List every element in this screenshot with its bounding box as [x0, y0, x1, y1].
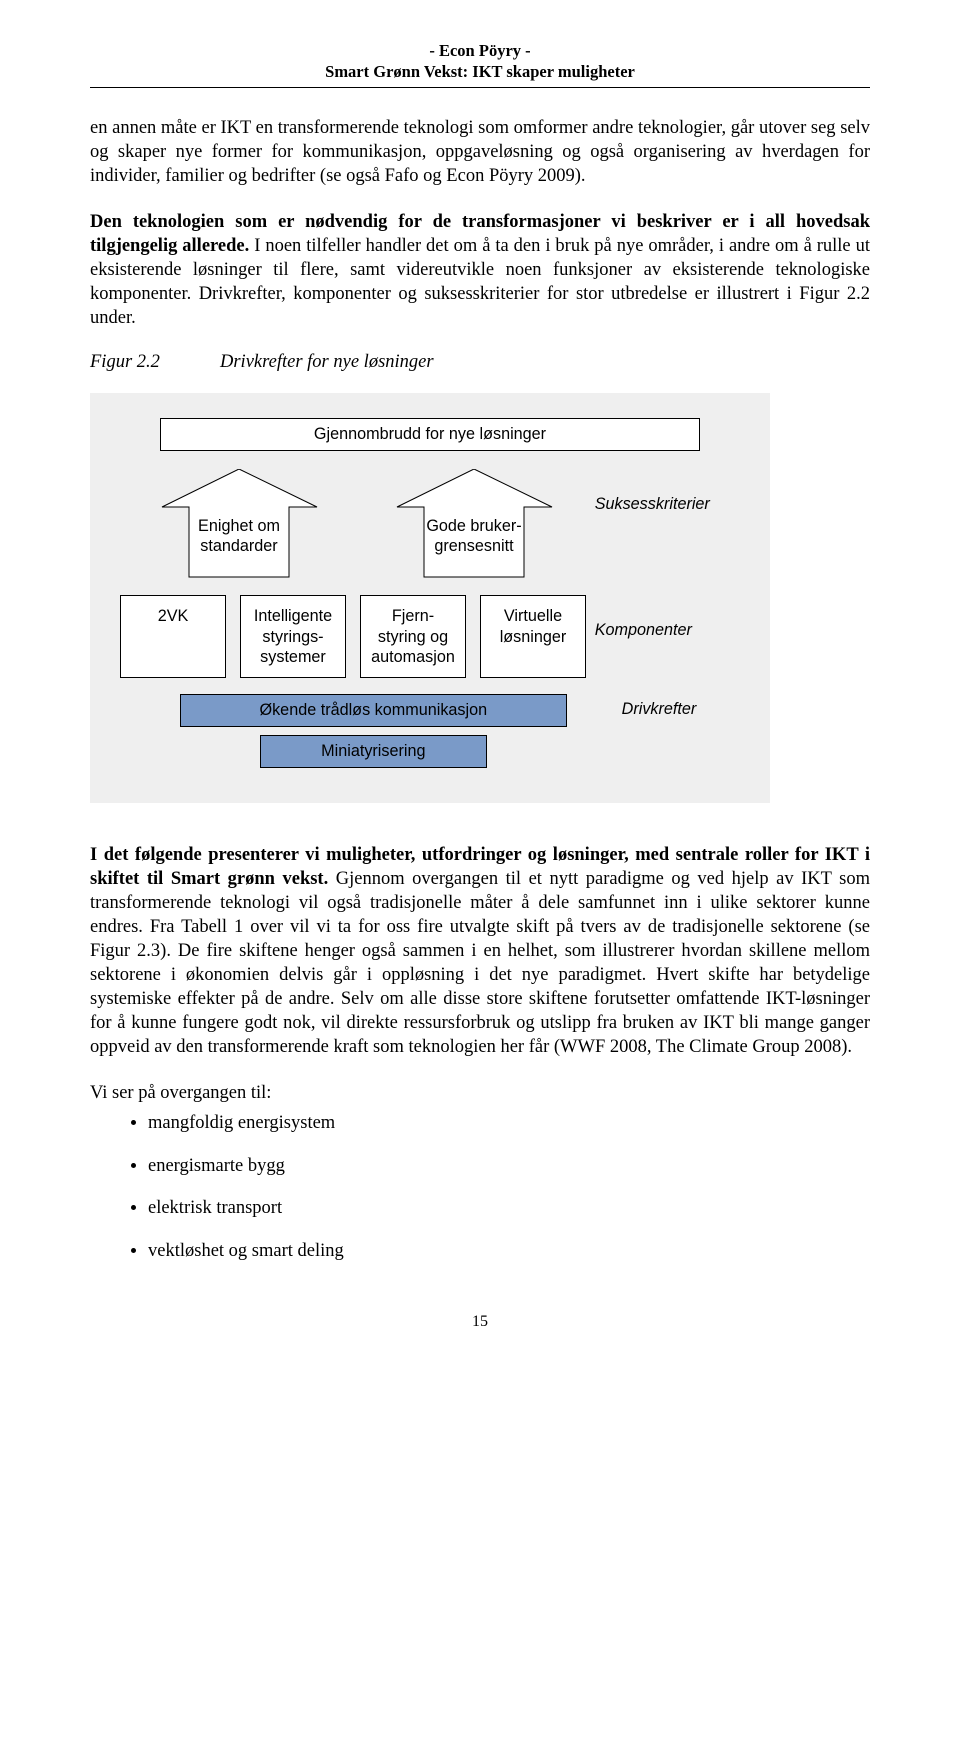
arrow-shape-icon: Gode bruker- grensesnitt — [387, 469, 562, 579]
arrow-left-line2: standarder — [201, 537, 279, 555]
component-4-line2: løsninger — [500, 628, 567, 646]
header-line-1: - Econ Pöyry - — [90, 40, 870, 61]
driver-box-1: Økende trådløs kommunikasjon — [180, 694, 567, 727]
component-2-line3: systemer — [260, 648, 326, 666]
figure-diagram: Gjennombrudd for nye løsninger Enighet o… — [90, 393, 770, 803]
diagram-row-drivers: Økende trådløs kommunikasjon Miniatyrise… — [120, 694, 740, 768]
arrow-right-line2: grensesnitt — [435, 537, 515, 555]
row-label-components: Komponenter — [595, 595, 740, 640]
component-3-line2: styring og — [378, 628, 448, 646]
bullet-list: mangfoldig energisystem energismarte byg… — [90, 1111, 870, 1263]
paragraph-1: en annen måte er IKT en transformerende … — [90, 116, 870, 188]
paragraph-3: I det følgende presenterer vi muligheter… — [90, 843, 870, 1059]
page-header: - Econ Pöyry - Smart Grønn Vekst: IKT sk… — [90, 40, 870, 83]
diagram-top-box: Gjennombrudd for nye løsninger — [160, 418, 700, 451]
paragraph-4: Vi ser på overgangen til: — [90, 1081, 870, 1105]
component-1-text: 2VK — [158, 607, 189, 625]
page-number: 15 — [90, 1313, 870, 1331]
figure-label: Figur 2.2Drivkrefter for nye løsninger — [90, 352, 870, 373]
diagram-row-arrows: Enighet om standarder Gode bruker- grens… — [120, 469, 740, 595]
figure-number: Figur 2.2 — [90, 352, 220, 373]
header-rule — [90, 87, 870, 88]
component-2: Intelligente styrings- systemer — [240, 595, 346, 678]
diagram-row-components: 2VK Intelligente styrings- systemer Fjer… — [120, 595, 740, 694]
component-2-line2: styrings- — [262, 628, 323, 646]
arrow-right: Gode bruker- grensesnitt — [387, 469, 562, 579]
arrow-left-line1: Enighet om — [198, 517, 280, 535]
driver-box-2: Miniatyrisering — [260, 735, 487, 768]
header-line-2: Smart Grønn Vekst: IKT skaper muligheter — [90, 61, 870, 82]
component-4: Virtuelle løsninger — [480, 595, 586, 678]
component-2-line1: Intelligente — [254, 607, 332, 625]
list-item: vektløshet og smart deling — [148, 1239, 870, 1263]
arrow-shape-icon: Enighet om standarder — [152, 469, 327, 579]
component-4-line1: Virtuelle — [504, 607, 562, 625]
paragraph-2: Den teknologien som er nødvendig for de … — [90, 210, 870, 330]
component-3-line3: automasjon — [371, 648, 455, 666]
list-item: elektrisk transport — [148, 1196, 870, 1220]
list-item: mangfoldig energisystem — [148, 1111, 870, 1135]
component-1: 2VK — [120, 595, 226, 678]
arrow-left: Enighet om standarder — [152, 469, 327, 579]
paragraph-3-rest: Gjennom overgangen til et nytt paradigme… — [90, 869, 870, 1057]
arrow-right-line1: Gode bruker- — [427, 517, 522, 535]
row-label-drivers: Drivkrefter — [622, 694, 740, 719]
page: - Econ Pöyry - Smart Grønn Vekst: IKT sk… — [0, 0, 960, 1391]
component-3: Fjern- styring og automasjon — [360, 595, 466, 678]
list-item: energismarte bygg — [148, 1154, 870, 1178]
figure-title: Drivkrefter for nye løsninger — [220, 352, 434, 372]
row-label-criteria: Suksesskriterier — [595, 469, 740, 514]
component-3-line1: Fjern- — [392, 607, 434, 625]
